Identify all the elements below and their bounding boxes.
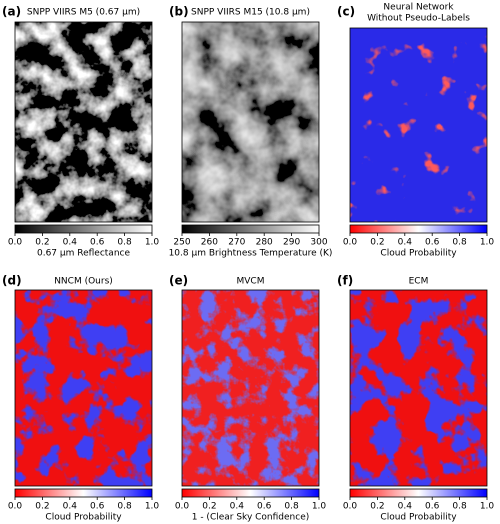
tick-label: 250 [173,238,190,248]
image [182,22,319,222]
colorbar [181,224,320,234]
panel-title: Without Pseudo-Labels [367,14,470,24]
tick-label: 270 [228,238,245,248]
panel-title: NNCM (Ours) [54,277,113,287]
image-frame [14,289,153,487]
image [350,290,487,486]
tick-label: 0.8 [284,502,299,512]
image-frame [14,21,153,223]
tick-label: 0.2 [370,502,384,512]
tick-label: 0.6 [425,238,440,248]
panel-title: SNPP VIIRS M5 (0.67 µm) [27,8,140,18]
image [182,290,319,486]
tick-label: 0.2 [35,502,49,512]
tick-label: 300 [310,238,327,248]
tick-label: 0.4 [398,238,413,248]
image-frame [181,289,320,487]
tick-label: 0.6 [425,502,440,512]
colorbar-label: 0.67 µm Reflectance [37,249,130,259]
tick-label: 1.0 [480,238,495,248]
panel-title: MVCM [237,277,265,287]
tick-label: 0.2 [370,238,384,248]
colorbar-label: Cloud Probability [45,513,122,523]
colorbar [349,224,488,234]
image-frame [349,27,488,223]
tick-label: 0.4 [63,238,78,248]
tick-label: 260 [201,238,218,248]
tick-label: 0.2 [35,238,49,248]
tick-label: 0.0 [175,502,190,512]
tick-label: 0.8 [452,502,467,512]
tick-label: 1.0 [145,238,160,248]
image-frame [349,289,488,487]
tick-label: 0.6 [90,238,105,248]
panel-title: ECM [409,277,429,287]
tick-label: 1.0 [145,502,160,512]
panel-label: (f) [337,274,353,288]
image [350,28,487,222]
tick-label: 0.6 [257,502,272,512]
tick-label: 0.4 [398,502,413,512]
colorbar-label: Cloud Probability [380,249,457,259]
tick-label: 280 [256,238,273,248]
tick-label: 0.0 [343,502,358,512]
tick-label: 0.6 [90,502,105,512]
panel-title: SNPP VIIRS M15 (10.8 µm) [191,8,310,18]
colorbar [14,224,153,234]
tick-label: 0.8 [117,502,132,512]
panel-label: (c) [337,5,355,19]
panel-label: (e) [169,274,188,288]
tick-label: 0.0 [8,502,23,512]
tick-label: 0.8 [117,238,132,248]
tick-label: 1.0 [312,502,327,512]
tick-label: 0.4 [63,502,78,512]
image-frame [181,21,320,223]
colorbar-label: 1 - (Clear Sky Confidence) [192,513,310,523]
panel-label: (d) [2,274,22,288]
colorbar-label: Cloud Probability [380,513,457,523]
colorbar [14,488,153,498]
tick-label: 1.0 [480,502,495,512]
tick-label: 290 [283,238,300,248]
colorbar [181,488,320,498]
colorbar [349,488,488,498]
tick-label: 0.0 [343,238,358,248]
tick-label: 0.2 [202,502,216,512]
image [15,22,152,222]
panel-label: (a) [2,5,21,19]
panel-label: (b) [169,5,189,19]
colorbar-label: 10.8 µm Brightness Temperature (K) [169,249,333,259]
tick-label: 0.0 [8,238,23,248]
tick-label: 0.8 [452,238,467,248]
image [15,290,152,486]
panel-title: Neural Network [383,3,454,13]
tick-label: 0.4 [230,502,245,512]
